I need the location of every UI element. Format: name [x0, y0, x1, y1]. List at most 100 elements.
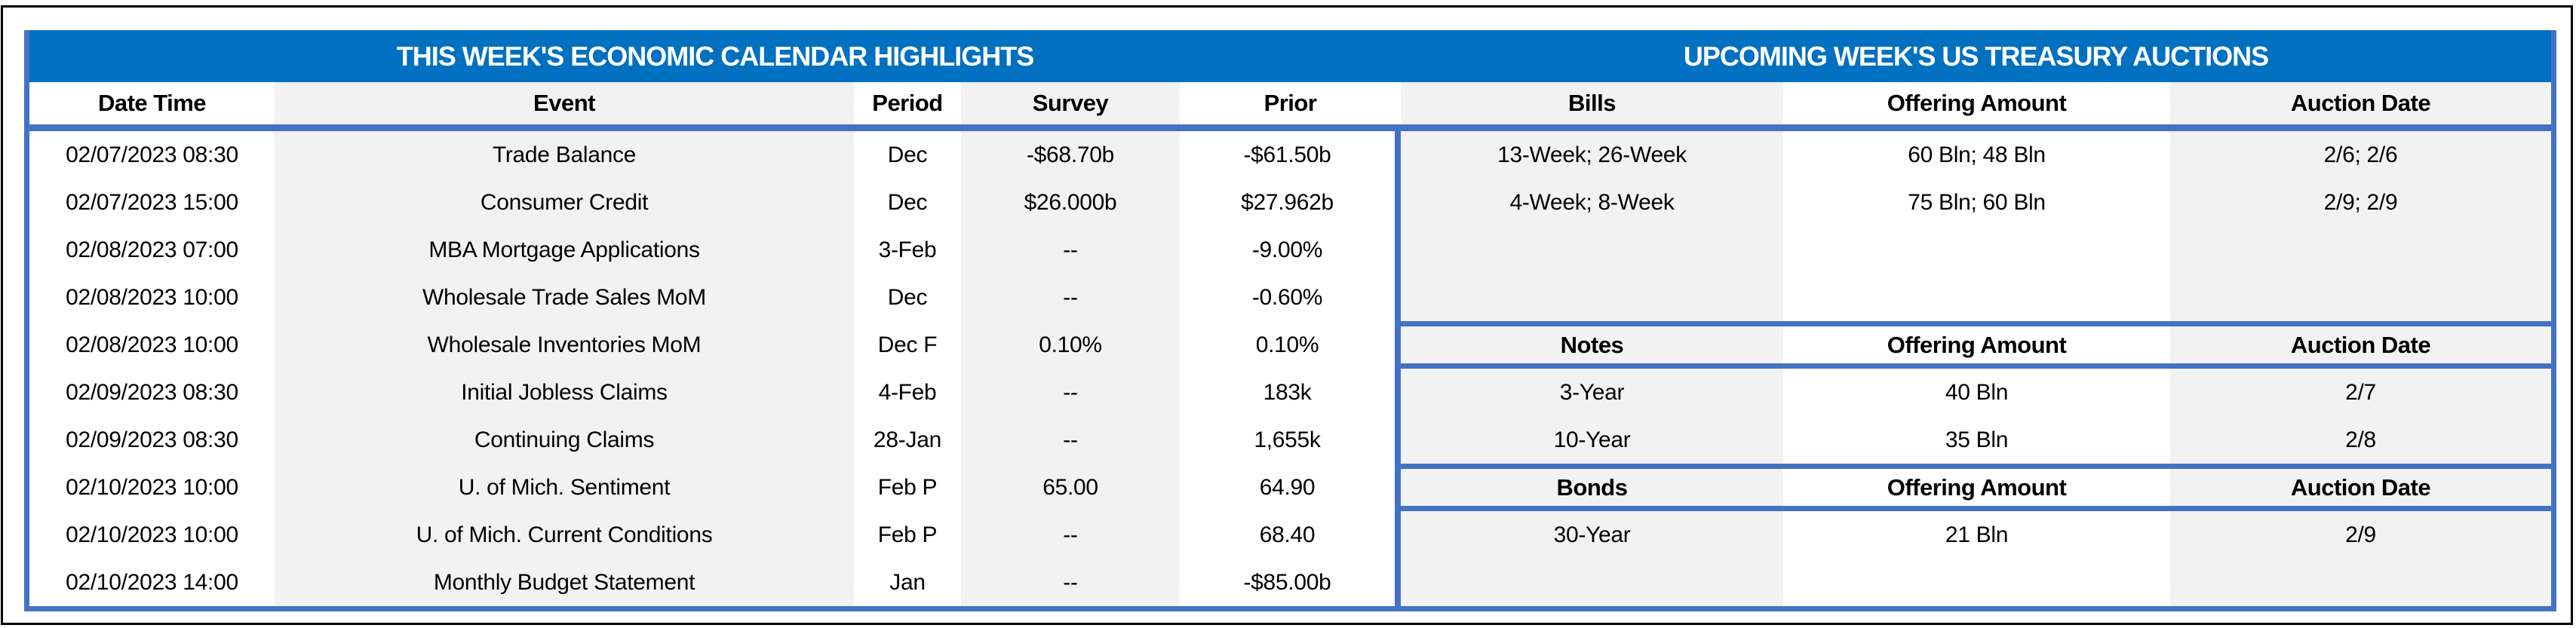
- cell-auction-date: [2170, 274, 2551, 321]
- econ-calendar-row: 02/07/2023 15:00 Consumer Credit Dec $26.00…: [29, 179, 1395, 226]
- cell-period: Dec: [887, 142, 928, 167]
- cell-survey: --: [961, 274, 1180, 321]
- cell-period: 28-Jan: [874, 427, 941, 452]
- cell-period: 3-Feb: [878, 237, 937, 262]
- cell-event: Wholesale Trade Sales MoM: [275, 274, 854, 321]
- auction-section-header-notes: Notes Offering Amount Auction Date: [1401, 321, 2551, 369]
- cell-security: 4-Week; 8-Week: [1401, 179, 1783, 226]
- cell-auction-date: [2170, 226, 2551, 274]
- cell-survey: 65.00: [961, 464, 1180, 511]
- econ-calendar-row: 02/08/2023 10:00 Wholesale Inventories Mo…: [29, 321, 1395, 369]
- cell-offering-amount: 60 Bln; 48 Bln: [1908, 142, 2046, 167]
- header-bills: Bills: [1401, 82, 1783, 124]
- title-band: THIS WEEK'S ECONOMIC CALENDAR HIGHLIGHTS…: [29, 30, 2551, 82]
- econ-calendar-row: 02/09/2023 08:30 Initial Jobless Claims 4-…: [29, 369, 1395, 416]
- cell-date-time: 02/09/2023 08:30: [66, 427, 238, 452]
- cell-survey: --: [961, 559, 1180, 606]
- cell-auction-date: 2/8: [2170, 416, 2551, 464]
- cell-period: Feb P: [877, 522, 938, 547]
- auction-row-notes: 3-Year 40 Bln 2/7: [1401, 369, 2551, 416]
- cell-period: Feb P: [877, 475, 938, 500]
- cell-prior: -$85.00b: [1243, 570, 1331, 595]
- auction-empty-row: [1401, 559, 2551, 606]
- cell-survey: $26.000b: [961, 179, 1180, 226]
- cell-event: Consumer Credit: [275, 179, 854, 226]
- cell-event: U. of Mich. Sentiment: [275, 464, 854, 511]
- auction-empty-row: [1401, 274, 2551, 321]
- auction-row-notes: 10-Year 35 Bln 2/8: [1401, 416, 2551, 464]
- cell-offering-amount: 75 Bln; 60 Bln: [1908, 190, 2046, 215]
- cell-offering-amount: 21 Bln: [1945, 522, 2009, 547]
- header-event: Event: [275, 82, 854, 124]
- header-offering-amount: Offering Amount: [1887, 90, 2067, 116]
- table-body: 02/07/2023 08:30 Trade Balance Dec -$68.70b…: [29, 131, 2551, 606]
- cell-auction-date: 2/7: [2170, 369, 2551, 416]
- cell-offering-amount: 40 Bln: [1945, 380, 2009, 405]
- header-offering-amount: Offering Amount: [1887, 332, 2067, 358]
- section-divider: [1395, 131, 1401, 606]
- econ-calendar-row: 02/10/2023 14:00 Monthly Budget Statement…: [29, 559, 1395, 606]
- treasury-auction-rows: 13-Week; 26-Week 60 Bln; 48 Bln 2/6; 2/6 4-…: [1401, 131, 2551, 606]
- cell-event: Trade Balance: [275, 131, 854, 179]
- cell-event: U. of Mich. Current Conditions: [275, 511, 854, 559]
- header-survey: Survey: [961, 82, 1180, 124]
- cell-security: [1401, 559, 1783, 606]
- cell-security: 13-Week; 26-Week: [1401, 131, 1783, 179]
- cell-event: Wholesale Inventories MoM: [275, 321, 854, 369]
- economic-calendar-rows: 02/07/2023 08:30 Trade Balance Dec -$68.70b…: [29, 131, 1395, 606]
- cell-prior: -0.60%: [1251, 285, 1323, 310]
- cell-event: Monthly Budget Statement: [275, 559, 854, 606]
- cell-survey: 0.10%: [961, 321, 1180, 369]
- auction-section-header-bonds: Bonds Offering Amount Auction Date: [1401, 464, 2551, 511]
- cell-event: Continuing Claims: [275, 416, 854, 464]
- cell-auction-date: 2/9; 2/9: [2170, 179, 2551, 226]
- cell-period: Dec: [887, 190, 928, 215]
- cell-prior: -9.00%: [1251, 237, 1323, 262]
- cell-prior: -$61.50b: [1243, 142, 1331, 167]
- econ-calendar-row: 02/08/2023 10:00 Wholesale Trade Sales Mo…: [29, 274, 1395, 321]
- cell-date-time: 02/10/2023 10:00: [66, 475, 238, 500]
- cell-survey: --: [961, 511, 1180, 559]
- screenshot-outer-frame: THIS WEEK'S ECONOMIC CALENDAR HIGHLIGHTS…: [1, 5, 2573, 625]
- cell-security: 10-Year: [1401, 416, 1783, 464]
- header-auction-date: Auction Date: [2170, 326, 2551, 363]
- cell-date-time: 02/10/2023 14:00: [66, 570, 238, 595]
- cell-security: 30-Year: [1401, 511, 1783, 559]
- cell-auction-date: 2/6; 2/6: [2170, 131, 2551, 179]
- cell-survey: --: [961, 369, 1180, 416]
- header-date-time: Date Time: [97, 90, 207, 116]
- header-auction-date: Auction Date: [2170, 82, 2551, 124]
- cell-period: Dec F: [877, 332, 938, 357]
- cell-security: [1401, 274, 1783, 321]
- header-period: Period: [872, 90, 943, 116]
- economic-calendar-title: THIS WEEK'S ECONOMIC CALENDAR HIGHLIGHTS: [396, 41, 1035, 72]
- cell-prior: 68.40: [1259, 522, 1316, 547]
- cell-date-time: 02/09/2023 08:30: [66, 380, 238, 405]
- cell-offering-amount: [1783, 274, 2170, 321]
- cell-date-time: 02/07/2023 15:00: [66, 190, 238, 215]
- cell-period: Jan: [889, 570, 926, 595]
- header-prior: Prior: [1263, 90, 1317, 116]
- header-offering-amount: Offering Amount: [1887, 474, 2067, 501]
- auction-empty-row: [1401, 226, 2551, 274]
- econ-calendar-row: 02/10/2023 10:00 U. of Mich. Sentiment Feb…: [29, 464, 1395, 511]
- cell-period: Dec: [887, 285, 928, 310]
- cell-survey: --: [961, 226, 1180, 274]
- treasury-auctions-title: UPCOMING WEEK'S US TREASURY AUCTIONS: [1683, 41, 2269, 72]
- econ-calendar-row: 02/09/2023 08:30 Continuing Claims 28-Jan -…: [29, 416, 1395, 464]
- header-security: Bonds: [1401, 469, 1783, 506]
- auction-row-bills: 4-Week; 8-Week 75 Bln; 60 Bln 2/9; 2/9: [1401, 179, 2551, 226]
- cell-auction-date: [2170, 559, 2551, 606]
- cell-prior: 0.10%: [1255, 332, 1319, 357]
- cell-date-time: 02/08/2023 10:00: [66, 285, 238, 310]
- cell-prior: $27.962b: [1241, 190, 1334, 215]
- econ-calendar-row: 02/08/2023 07:00 MBA Mortgage Application…: [29, 226, 1395, 274]
- econ-calendar-row: 02/10/2023 10:00 U. of Mich. Current Cond…: [29, 511, 1395, 559]
- header-auction-date: Auction Date: [2170, 469, 2551, 506]
- calendar-and-auctions-table: THIS WEEK'S ECONOMIC CALENDAR HIGHLIGHTS…: [24, 30, 2556, 611]
- cell-offering-amount: 35 Bln: [1945, 427, 2009, 452]
- auction-row-bills: 13-Week; 26-Week 60 Bln; 48 Bln 2/6; 2/6: [1401, 131, 2551, 179]
- cell-event: Initial Jobless Claims: [275, 369, 854, 416]
- column-header-row: Date Time Event Period Survey Prior Bill…: [29, 82, 2551, 131]
- cell-survey: --: [961, 416, 1180, 464]
